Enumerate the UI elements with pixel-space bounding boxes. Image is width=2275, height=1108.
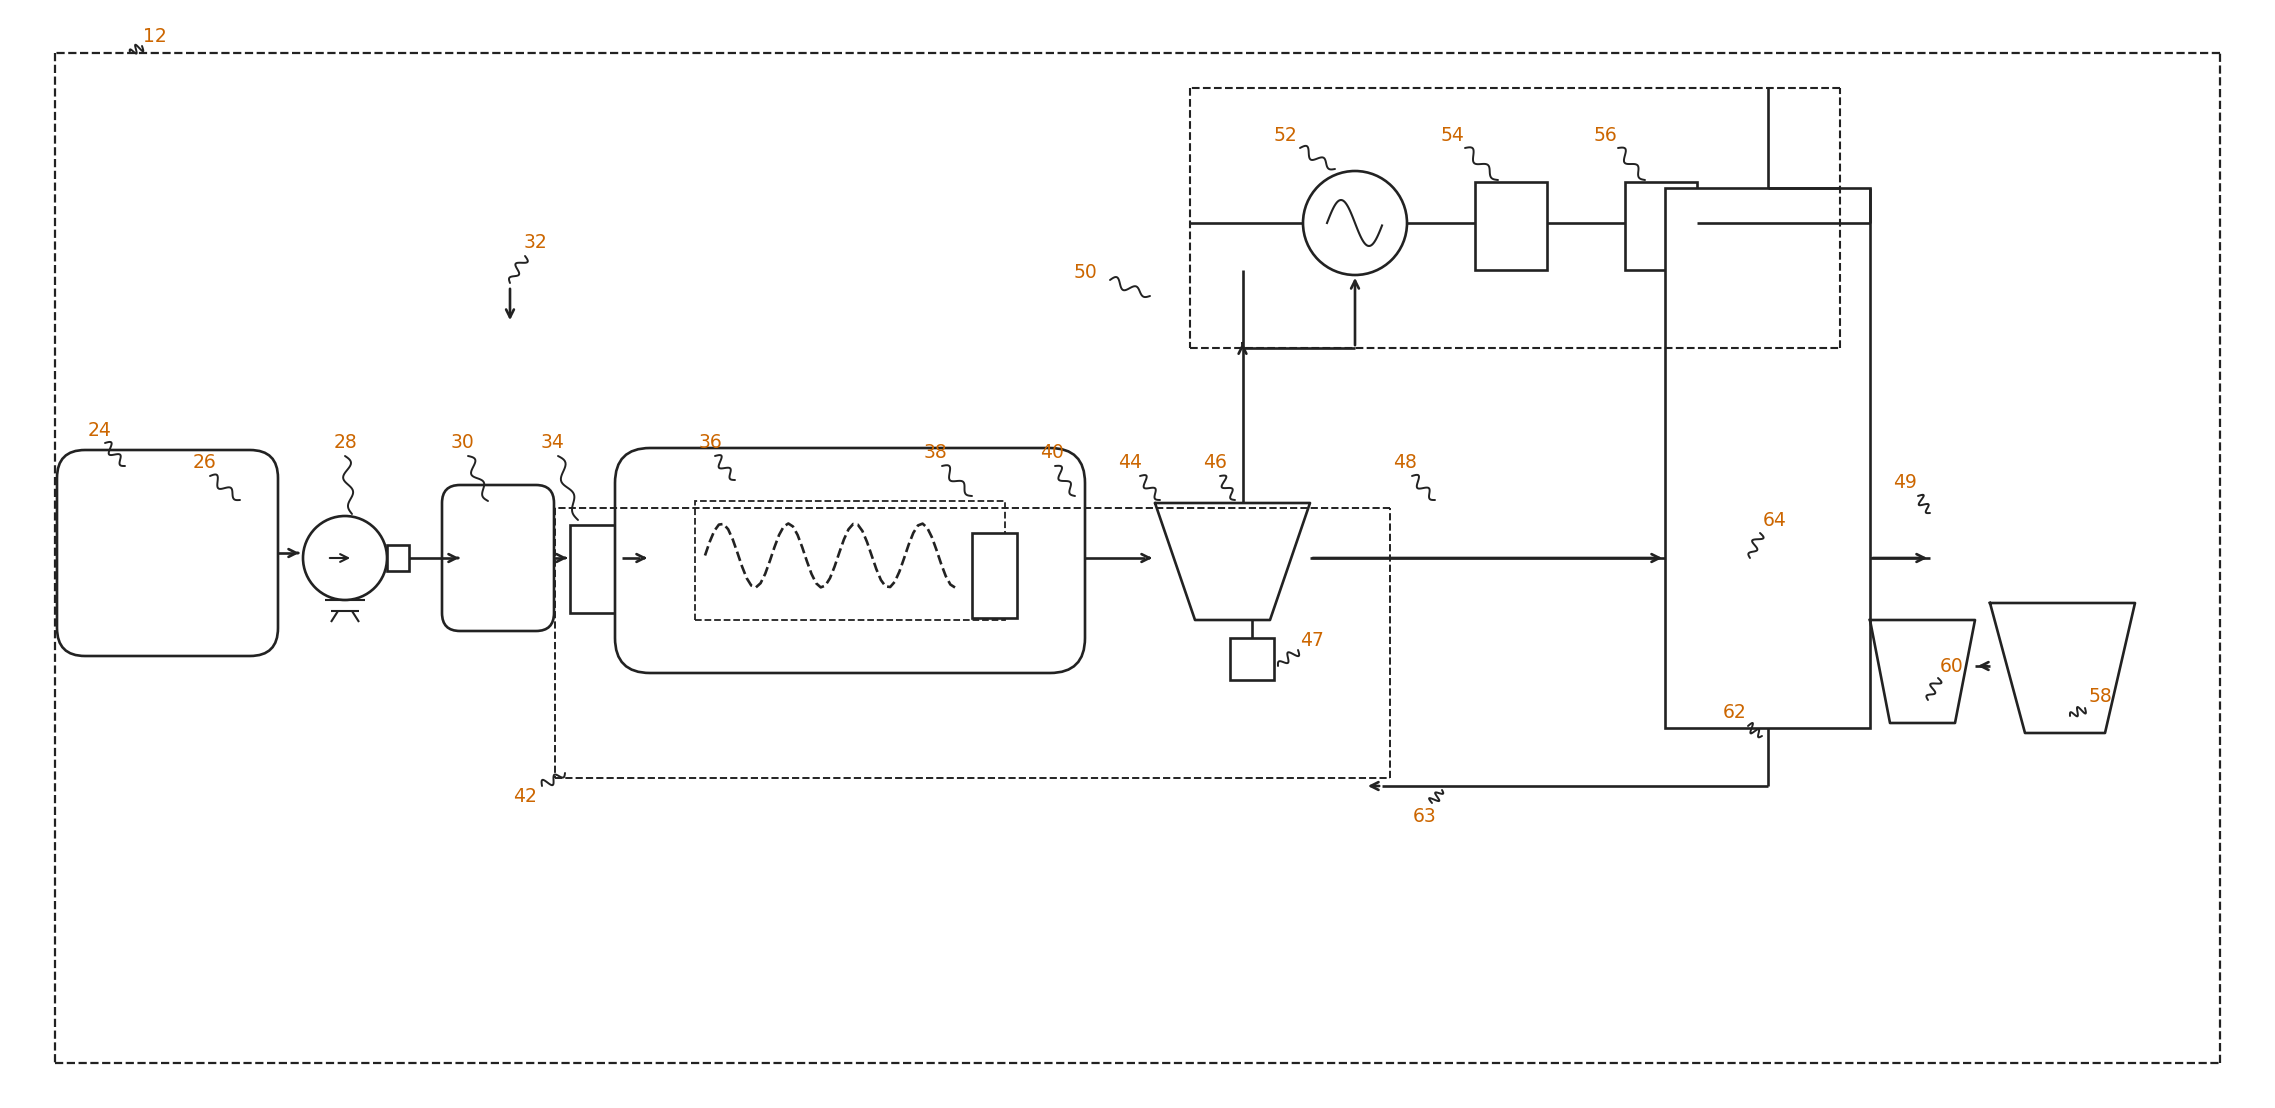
FancyBboxPatch shape — [441, 485, 555, 630]
Text: 44: 44 — [1117, 453, 1142, 472]
Text: 42: 42 — [514, 787, 537, 806]
Text: 24: 24 — [89, 421, 111, 440]
Text: 47: 47 — [1299, 630, 1324, 649]
Bar — [1474, 182, 1547, 270]
Bar — [971, 533, 1017, 618]
Text: 34: 34 — [539, 433, 564, 452]
Bar — [1231, 638, 1274, 680]
Text: 36: 36 — [698, 433, 721, 452]
FancyBboxPatch shape — [57, 450, 278, 656]
Text: 26: 26 — [193, 453, 216, 472]
Text: 38: 38 — [924, 443, 946, 462]
Text: 48: 48 — [1392, 453, 1417, 472]
Text: 49: 49 — [1893, 473, 1918, 492]
Text: 52: 52 — [1274, 126, 1297, 145]
Text: 63: 63 — [1413, 807, 1438, 825]
Text: 50: 50 — [1074, 264, 1097, 283]
Text: 58: 58 — [2088, 687, 2111, 706]
Text: 30: 30 — [450, 433, 473, 452]
Bar — [1624, 182, 1697, 270]
Text: 54: 54 — [1440, 126, 1463, 145]
Text: 12: 12 — [143, 27, 166, 45]
Text: 60: 60 — [1941, 657, 1963, 676]
Text: 56: 56 — [1592, 126, 1618, 145]
Text: 32: 32 — [523, 234, 546, 253]
Text: 40: 40 — [1040, 443, 1065, 462]
Text: 64: 64 — [1763, 511, 1786, 530]
Text: 62: 62 — [1722, 704, 1747, 722]
Bar — [694, 501, 1006, 620]
Text: 28: 28 — [332, 433, 357, 452]
Bar — [571, 525, 621, 613]
Bar — [387, 545, 409, 571]
Bar — [1665, 188, 1870, 728]
Text: 46: 46 — [1203, 453, 1226, 472]
FancyBboxPatch shape — [614, 448, 1085, 673]
